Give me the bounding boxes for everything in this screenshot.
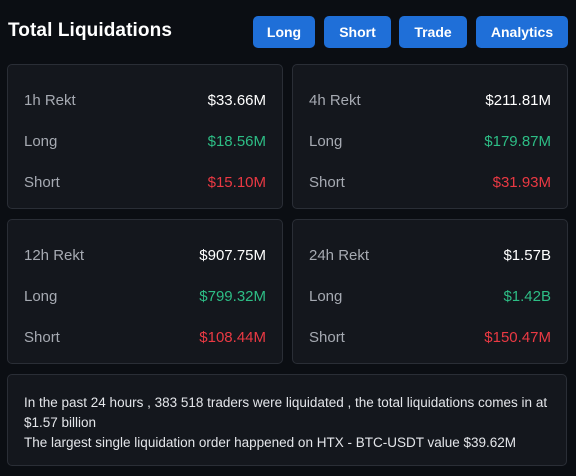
short-value: $108.44M — [199, 328, 266, 346]
short-value: $15.10M — [207, 173, 266, 191]
total-row: 24h Rekt $1.57B — [309, 245, 551, 265]
page-title: Total Liquidations — [8, 20, 172, 41]
short-label: Short — [309, 328, 345, 346]
total-value: $211.81M — [485, 91, 551, 109]
total-value: $907.75M — [199, 246, 266, 264]
period-label: 12h Rekt — [24, 246, 85, 264]
short-label: Short — [24, 173, 60, 191]
card-4h: 4h Rekt $211.81M Long $179.87M Short $31… — [292, 64, 568, 209]
long-button[interactable]: Long — [253, 16, 315, 48]
short-label: Short — [24, 328, 60, 346]
analytics-button[interactable]: Analytics — [476, 16, 568, 48]
summary-line-traders: In the past 24 hours , 383 518 traders w… — [24, 395, 548, 430]
short-value: $150.47M — [484, 328, 551, 346]
long-value: $799.32M — [199, 287, 266, 305]
total-row: 4h Rekt $211.81M — [309, 90, 551, 110]
trade-button[interactable]: Trade — [399, 16, 467, 48]
short-value: $31.93M — [492, 173, 551, 191]
short-row: Short $108.44M — [24, 327, 266, 347]
long-label: Long — [309, 132, 343, 150]
long-row: Long $18.56M — [24, 131, 266, 151]
long-value: $1.42B — [503, 287, 551, 305]
long-row: Long $1.42B — [309, 286, 551, 306]
total-row: 12h Rekt $907.75M — [24, 245, 266, 265]
card-12h: 12h Rekt $907.75M Long $799.32M Short $1… — [7, 219, 283, 364]
short-label: Short — [309, 173, 345, 191]
total-row: 1h Rekt $33.66M — [24, 90, 266, 110]
long-row: Long $179.87M — [309, 131, 551, 151]
short-button[interactable]: Short — [324, 16, 391, 48]
long-label: Long — [24, 287, 58, 305]
long-row: Long $799.32M — [24, 286, 266, 306]
long-label: Long — [24, 132, 58, 150]
liquidation-summary: In the past 24 hours , 383 518 traders w… — [7, 374, 567, 466]
short-row: Short $150.47M — [309, 327, 551, 347]
header: Total Liquidations Long Short Trade Anal… — [0, 0, 576, 64]
summary-line-largest-order: The largest single liquidation order hap… — [24, 435, 517, 450]
long-label: Long — [309, 287, 343, 305]
card-1h: 1h Rekt $33.66M Long $18.56M Short $15.1… — [7, 64, 283, 209]
total-value: $33.66M — [207, 91, 266, 109]
period-label: 24h Rekt — [309, 246, 370, 264]
short-row: Short $15.10M — [24, 172, 266, 192]
period-label: 4h Rekt — [309, 91, 361, 109]
period-label: 1h Rekt — [24, 91, 76, 109]
long-value: $179.87M — [484, 132, 551, 150]
long-value: $18.56M — [207, 132, 266, 150]
total-value: $1.57B — [503, 246, 551, 264]
card-24h: 24h Rekt $1.57B Long $1.42B Short $150.4… — [292, 219, 568, 364]
short-row: Short $31.93M — [309, 172, 551, 192]
